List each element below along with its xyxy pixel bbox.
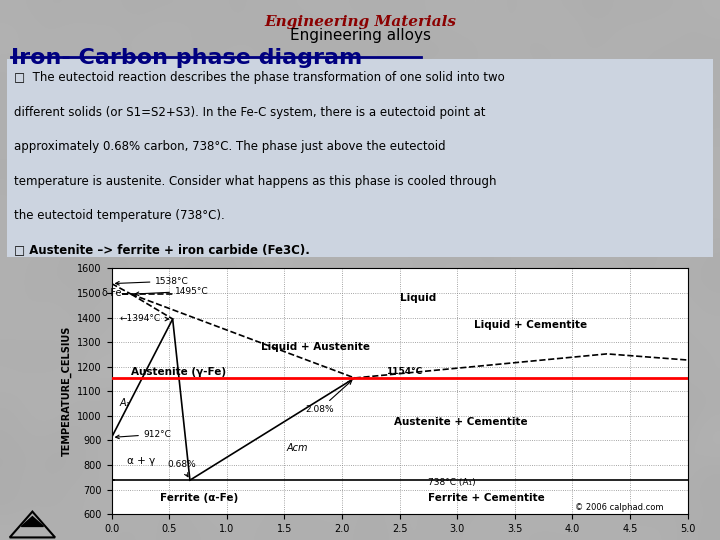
Text: 912°C: 912°C xyxy=(116,430,172,438)
Text: 738°C (A₁): 738°C (A₁) xyxy=(428,478,476,487)
Text: A₁: A₁ xyxy=(120,398,130,408)
Text: Liquid: Liquid xyxy=(400,293,436,303)
X-axis label: MASS_PERCENT C: MASS_PERCENT C xyxy=(351,539,448,540)
Text: © 2006 calphad.com: © 2006 calphad.com xyxy=(575,503,663,512)
Text: □  The eutectoid reaction describes the phase transformation of one solid into t: □ The eutectoid reaction describes the p… xyxy=(14,71,505,84)
Y-axis label: TEMPERATURE_CELSIUS: TEMPERATURE_CELSIUS xyxy=(61,326,72,456)
Text: Ferrite (α-Fe): Ferrite (α-Fe) xyxy=(160,492,238,503)
Text: Aᴄm: Aᴄm xyxy=(287,443,308,453)
Text: different solids (or S1=S2+S3). In the Fe-C system, there is a eutectoid point a: different solids (or S1=S2+S3). In the F… xyxy=(14,106,486,119)
Text: Ferrite + Cementite: Ferrite + Cementite xyxy=(428,492,545,503)
Text: Engineering alloys: Engineering alloys xyxy=(289,28,431,43)
Text: temperature is austenite. Consider what happens as this phase is cooled through: temperature is austenite. Consider what … xyxy=(14,175,497,188)
Text: 1538°C: 1538°C xyxy=(116,276,189,286)
Text: α + γ: α + γ xyxy=(127,456,155,465)
Text: 1495°C: 1495°C xyxy=(135,287,209,296)
Text: approximately 0.68% carbon, 738°C. The phase just above the eutectoid: approximately 0.68% carbon, 738°C. The p… xyxy=(14,140,446,153)
Text: δ-Fe: δ-Fe xyxy=(102,288,122,298)
Text: Austenite + Cementite: Austenite + Cementite xyxy=(394,417,528,427)
Text: the eutectoid temperature (738°C).: the eutectoid temperature (738°C). xyxy=(14,209,225,222)
Text: Engineering Materials: Engineering Materials xyxy=(264,15,456,29)
Text: Liquid + Cementite: Liquid + Cementite xyxy=(474,320,588,330)
Text: Iron- Carbon phase diagram: Iron- Carbon phase diagram xyxy=(11,48,362,68)
Text: 1154°C: 1154°C xyxy=(386,367,422,376)
Text: 0.68%: 0.68% xyxy=(167,461,196,477)
Text: □ Austenite –> ferrite + iron carbide (Fe3C).: □ Austenite –> ferrite + iron carbide (F… xyxy=(14,244,310,256)
Text: Liquid + Austenite: Liquid + Austenite xyxy=(261,342,370,353)
Text: ←1394°C: ←1394°C xyxy=(120,314,168,323)
Text: Austenite (γ-Fe): Austenite (γ-Fe) xyxy=(131,367,226,377)
Text: 2.08%: 2.08% xyxy=(305,381,351,414)
Polygon shape xyxy=(22,517,43,526)
